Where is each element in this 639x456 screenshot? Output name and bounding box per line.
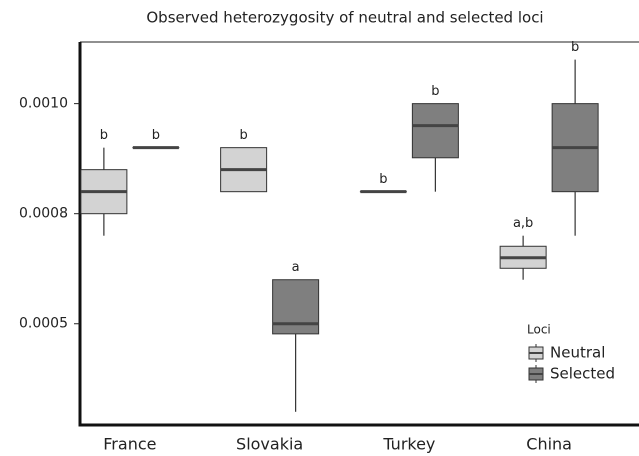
x-tick-label: China xyxy=(526,435,572,454)
group-letter: b xyxy=(152,128,160,143)
group-letter: b xyxy=(571,40,579,55)
x-tick-label: Turkey xyxy=(382,435,435,454)
legend-title: Loci xyxy=(527,323,551,337)
group-letter: a,b xyxy=(513,216,533,231)
group-letter: b xyxy=(431,84,439,99)
box xyxy=(272,279,320,335)
group-letter: a xyxy=(292,260,300,275)
group-letter: b xyxy=(100,128,108,143)
x-tick-label: Slovakia xyxy=(236,435,303,454)
y-tick-label: 0.0005 xyxy=(19,316,68,332)
y-tick-label: 0.0008 xyxy=(19,206,68,222)
legend-label: Selected xyxy=(550,365,615,383)
box xyxy=(411,103,459,159)
y-tick-label: 0.0010 xyxy=(19,96,68,112)
chart-title: Observed heterozygosity of neutral and s… xyxy=(146,9,543,27)
group-letter: b xyxy=(379,172,387,187)
group-letter: b xyxy=(239,128,247,143)
x-tick-label: France xyxy=(103,435,156,454)
legend-label: Neutral xyxy=(550,344,605,362)
